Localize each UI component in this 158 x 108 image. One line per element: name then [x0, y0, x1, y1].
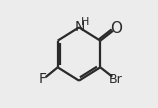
Text: O: O — [110, 21, 122, 36]
Text: Br: Br — [109, 73, 122, 86]
Text: H: H — [81, 17, 90, 27]
Text: N: N — [75, 20, 85, 34]
Text: F: F — [39, 72, 47, 86]
